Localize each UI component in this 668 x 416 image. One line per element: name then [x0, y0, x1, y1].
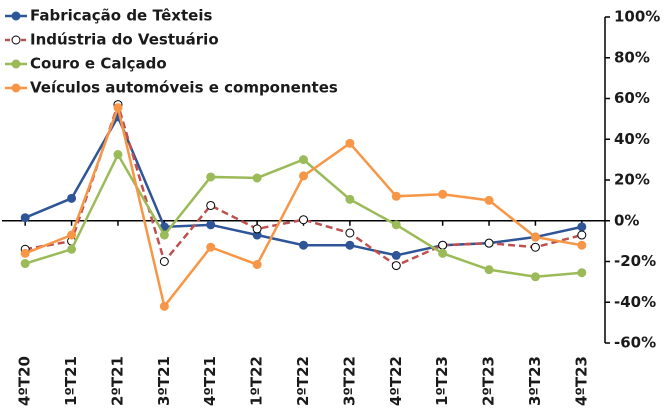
- x-tick-label: 2ºT21: [108, 356, 126, 406]
- y-tick-label: 0%: [614, 211, 639, 229]
- point: [438, 189, 448, 199]
- x-tick-label: 1ºT23: [433, 356, 451, 406]
- x-tick-label: 3ºT23: [526, 356, 544, 406]
- point: [299, 240, 308, 250]
- legend-marker: [11, 11, 21, 21]
- y-tick-label: 20%: [614, 171, 650, 189]
- legend-marker: [11, 59, 21, 69]
- point: [20, 259, 30, 269]
- point: [438, 248, 448, 258]
- x-tick-label: 4ºT22: [387, 356, 405, 406]
- x-tick-label: 1ºT22: [248, 356, 266, 406]
- point: [530, 272, 540, 282]
- point: [113, 103, 123, 113]
- point: [67, 244, 77, 254]
- point: [530, 242, 540, 252]
- y-tick-label: -20%: [614, 252, 656, 270]
- point: [438, 240, 448, 250]
- y-tick-label: 100%: [614, 8, 660, 26]
- point: [206, 242, 216, 252]
- series-line: [24, 103, 583, 310]
- legend-label: Fabricação de Têxteis: [30, 7, 212, 25]
- legend-label: Veículos automóveis e componentes: [30, 79, 338, 97]
- y-tick-label: 60%: [614, 89, 650, 107]
- point: [206, 172, 216, 182]
- point: [484, 195, 494, 205]
- x-tick-label: 2ºT22: [294, 356, 312, 406]
- point: [252, 224, 262, 234]
- legend-marker: [11, 83, 21, 93]
- point: [20, 248, 30, 258]
- series-line: [24, 114, 583, 257]
- point: [113, 150, 123, 160]
- y-tick-label: 80%: [614, 48, 650, 66]
- point: [391, 261, 401, 271]
- point: [577, 230, 587, 240]
- x-tick-label: 3ºT22: [340, 356, 358, 406]
- point: [159, 230, 169, 240]
- point: [20, 213, 30, 223]
- point: [345, 228, 355, 238]
- point: [252, 173, 262, 183]
- point: [530, 232, 540, 242]
- point: [391, 250, 401, 260]
- point: [345, 194, 355, 204]
- point: [67, 230, 77, 240]
- x-tick-label: 4ºT21: [201, 356, 219, 406]
- point: [299, 171, 308, 181]
- point: [206, 200, 216, 210]
- legend-label: Couro e Calçado: [30, 55, 167, 73]
- point: [345, 138, 355, 148]
- point: [345, 240, 355, 250]
- point: [299, 155, 308, 165]
- legend-marker: [11, 35, 21, 45]
- x-tick-label: 1ºT21: [62, 356, 80, 406]
- point: [391, 220, 401, 230]
- point: [159, 301, 169, 311]
- point: [577, 240, 587, 250]
- x-tick-label: 4ºT23: [572, 356, 590, 406]
- x-tick-label: 3ºT21: [155, 356, 173, 406]
- point: [159, 257, 169, 266]
- x-tick-label: 4ºT20: [16, 356, 34, 406]
- y-tick-label: 40%: [614, 130, 650, 148]
- point: [484, 265, 494, 275]
- y-tick-label: -40%: [614, 293, 656, 311]
- point: [577, 222, 587, 232]
- point: [206, 220, 216, 230]
- x-tick-label: 2ºT23: [480, 356, 498, 406]
- point: [484, 238, 494, 248]
- point: [67, 193, 77, 203]
- point: [252, 260, 262, 270]
- legend-label: Indústria do Vestuário: [30, 31, 219, 49]
- point: [577, 268, 587, 278]
- point: [391, 191, 401, 201]
- point: [299, 215, 308, 225]
- y-tick-label: -60%: [614, 334, 656, 352]
